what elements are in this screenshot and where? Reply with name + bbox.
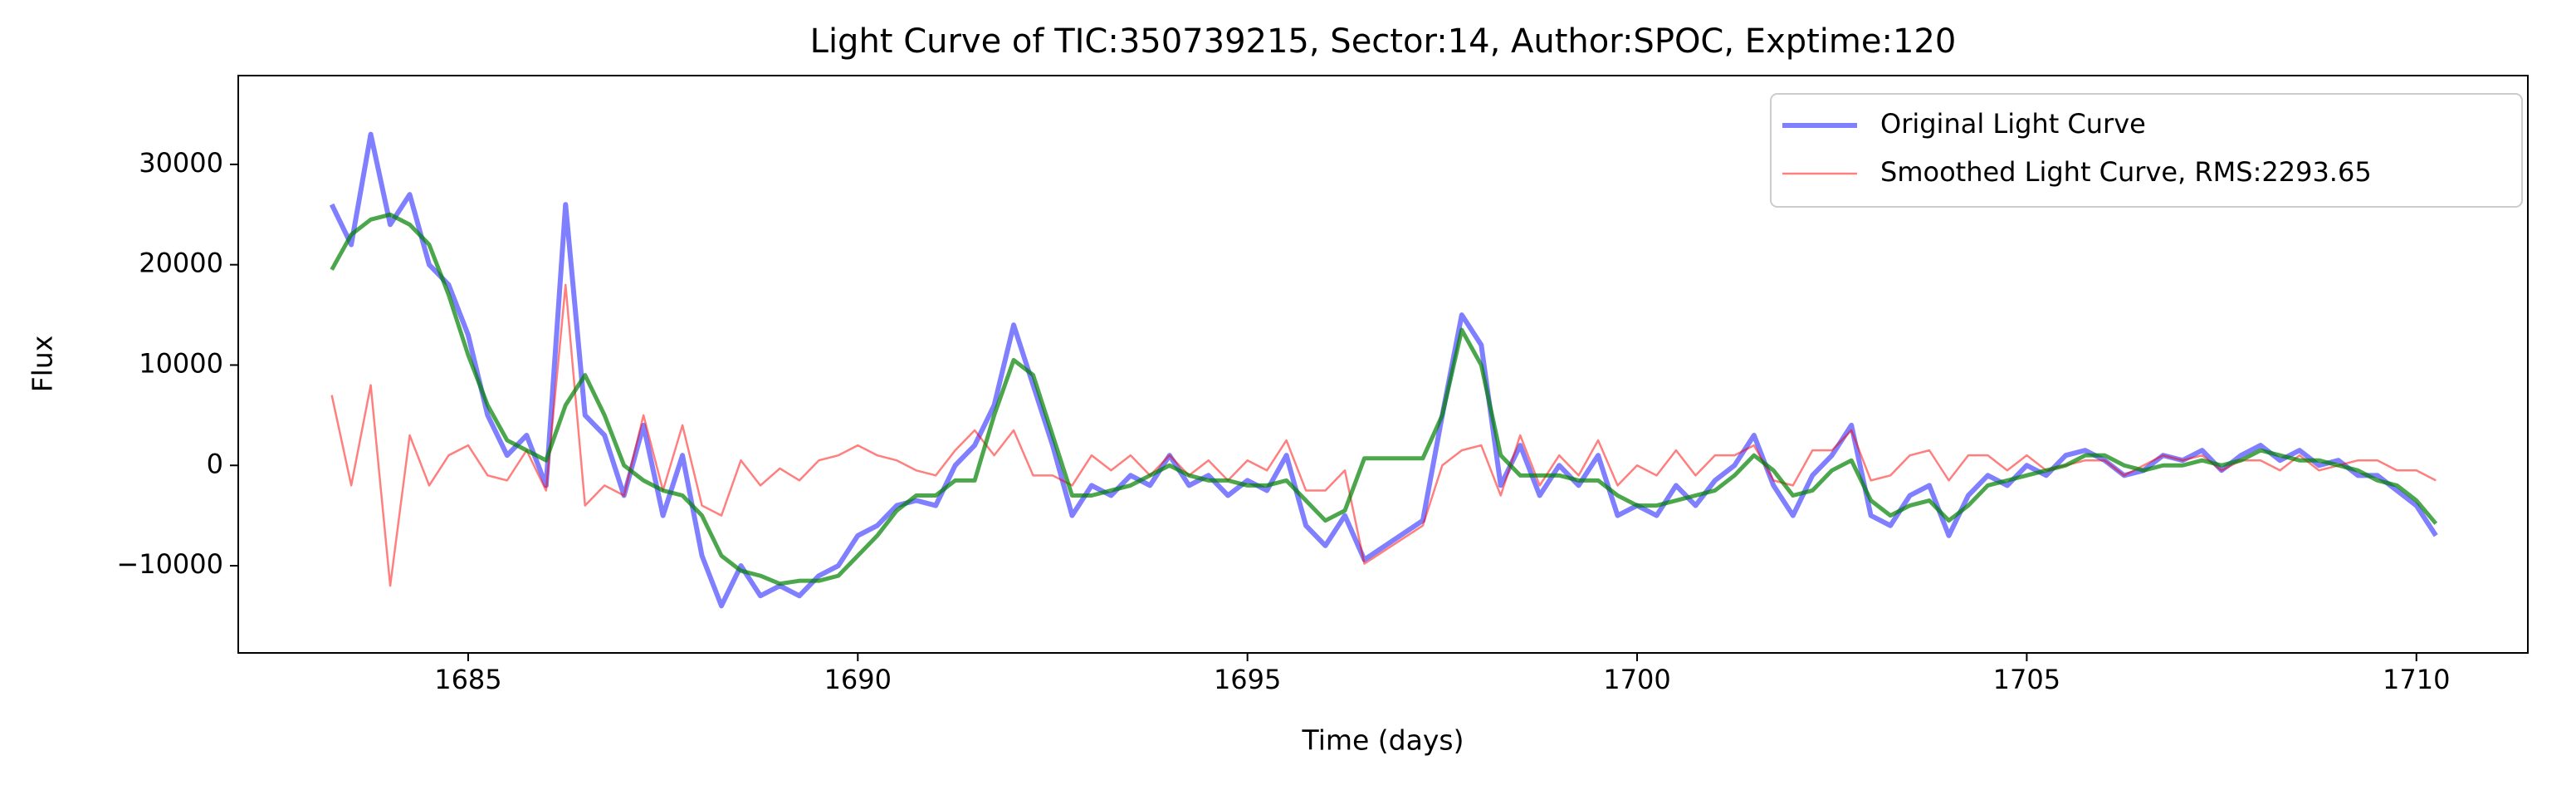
series-line [330, 212, 2438, 586]
chart-title: Light Curve of TIC:350739215, Sector:14,… [810, 22, 1957, 61]
y-axis-label: Flux [27, 336, 59, 393]
legend-label: Smoothed Light Curve, RMS:2293.65 [1880, 156, 2372, 188]
y-tick-label: 0 [207, 448, 223, 479]
y-tick-label: 20000 [139, 248, 223, 279]
y-tick-label: −10000 [116, 548, 223, 580]
x-tick-label: 1695 [1214, 664, 1281, 695]
y-tick-label: 10000 [139, 347, 223, 379]
x-axis-label: Time (days) [1302, 724, 1464, 757]
y-tick-label: 30000 [139, 147, 223, 179]
x-tick-label: 1685 [434, 664, 501, 695]
legend-box [1770, 93, 2523, 208]
legend-label: Original Light Curve [1880, 108, 2146, 140]
series-line [330, 283, 2437, 587]
x-tick-label: 1700 [1603, 664, 1670, 695]
x-tick-label: 1705 [1993, 664, 2060, 695]
x-tick-label: 1710 [2383, 664, 2450, 695]
x-tick-label: 1690 [824, 664, 892, 695]
